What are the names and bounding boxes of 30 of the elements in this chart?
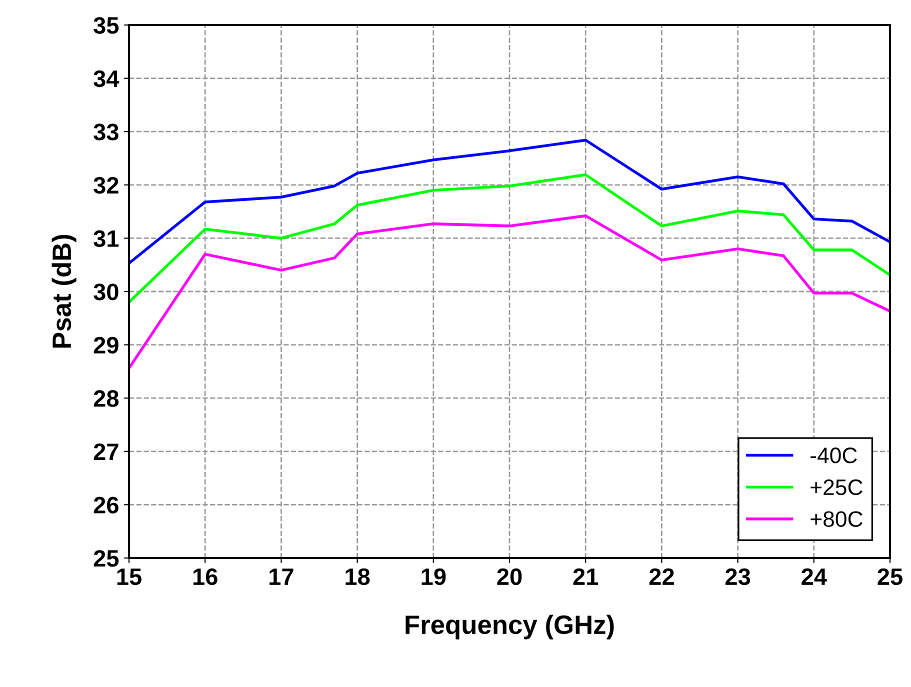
x-tick-label: 23 bbox=[725, 568, 750, 586]
x-tick-label: 21 bbox=[573, 568, 598, 585]
x-tick-label: 20 bbox=[497, 568, 522, 586]
line-series bbox=[129, 214, 890, 370]
x-tick-label: 15 bbox=[117, 568, 142, 586]
legend-label: +25C bbox=[810, 479, 862, 496]
y-tick-label: 26 bbox=[94, 496, 118, 514]
y-tick-label: 31 bbox=[94, 230, 119, 248]
y-tick-label: 34 bbox=[94, 70, 120, 88]
y-tick-label: 28 bbox=[94, 390, 119, 407]
y-tick-label: 25 bbox=[94, 550, 119, 567]
y-tick-label: 32 bbox=[94, 176, 118, 194]
x-tick-label: 16 bbox=[193, 568, 218, 586]
y-tick-label: 33 bbox=[94, 124, 118, 140]
line-series bbox=[129, 173, 890, 304]
x-tick-label: 18 bbox=[346, 568, 370, 586]
legend-label: +80C bbox=[810, 511, 862, 527]
x-tick-label: 24 bbox=[802, 568, 827, 585]
y-tick-label: 35 bbox=[94, 17, 119, 34]
legend-label: -40C bbox=[810, 448, 857, 464]
x-tick-label: 19 bbox=[422, 568, 446, 586]
y-tick-label: 29 bbox=[94, 336, 118, 354]
y-axis-title: Psat (dB) bbox=[52, 234, 76, 348]
line-series bbox=[129, 138, 890, 265]
x-tick-label: 22 bbox=[649, 568, 674, 585]
y-tick-label: 27 bbox=[94, 443, 118, 460]
x-tick-label: 25 bbox=[878, 568, 902, 586]
x-axis-title: Frequency (GHz) bbox=[406, 614, 614, 640]
y-tick-label: 30 bbox=[94, 284, 118, 300]
x-tick-label: 17 bbox=[270, 568, 294, 585]
